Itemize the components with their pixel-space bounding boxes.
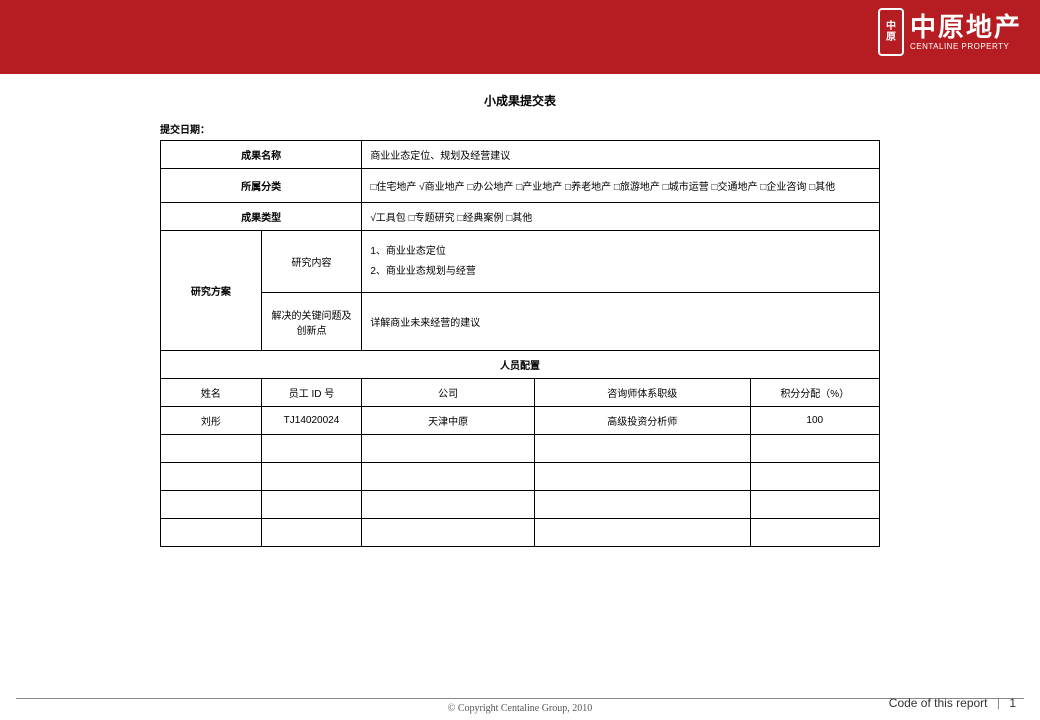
- staff-name: [161, 463, 262, 491]
- brand-logo: 中 原 中原地产 CENTALINE PROPERTY: [878, 8, 1022, 56]
- staff-hdr-pct: 积分分配（%）: [750, 379, 879, 407]
- page-code: Code of this report | 1: [889, 696, 1016, 710]
- staff-company: 天津中原: [362, 407, 535, 435]
- submit-date-label: 提交日期：: [160, 121, 880, 136]
- research-content-line1: 1、商业业态定位: [370, 242, 871, 262]
- staff-id: [261, 519, 362, 547]
- staff-pct: [750, 463, 879, 491]
- copyright-text: © Copyright Centaline Group, 2010: [0, 703, 1040, 714]
- value-category: □住宅地产 √商业地产 □办公地产 □产业地产 □养老地产 □旅游地产 □城市运…: [362, 169, 880, 203]
- label-category: 所属分类: [161, 169, 362, 203]
- brand-mark: 中 原: [878, 8, 904, 56]
- value-type: √工具包 □专题研究 □经典案例 □其他: [362, 203, 880, 231]
- value-result-name: 商业业态定位、规划及经营建议: [362, 141, 880, 169]
- label-type: 成果类型: [161, 203, 362, 231]
- header-band: 中 原 中原地产 CENTALINE PROPERTY: [0, 0, 1040, 74]
- staff-company: [362, 463, 535, 491]
- staff-id: [261, 491, 362, 519]
- brand-name-en: CENTALINE PROPERTY: [910, 42, 1022, 51]
- footer: © Copyright Centaline Group, 2010 Code o…: [0, 698, 1040, 714]
- staff-id: TJ14020024: [261, 407, 362, 435]
- page-code-sep: |: [997, 696, 1000, 710]
- staff-id: [261, 463, 362, 491]
- brand-mark-line2: 原: [886, 32, 896, 43]
- staff-row: [161, 519, 880, 547]
- staff-hdr-company: 公司: [362, 379, 535, 407]
- staff-company: [362, 519, 535, 547]
- staff-rank: [534, 463, 750, 491]
- label-research-plan: 研究方案: [161, 231, 262, 351]
- staff-row: [161, 491, 880, 519]
- staff-pct: [750, 519, 879, 547]
- staff-rank: 高级投资分析师: [534, 407, 750, 435]
- staff-pct: [750, 491, 879, 519]
- value-keypoint: 详解商业未来经营的建议: [362, 293, 880, 351]
- staff-row: 刘彤 TJ14020024 天津中原 高级投资分析师 100: [161, 407, 880, 435]
- staff-rank: [534, 435, 750, 463]
- footer-divider: [16, 698, 1024, 699]
- staff-name: 刘彤: [161, 407, 262, 435]
- document-title: 小成果提交表: [160, 92, 880, 109]
- research-content-line2: 2、商业业态规划与经营: [370, 262, 871, 282]
- page-number: 1: [1009, 696, 1016, 710]
- label-keypoint: 解决的关键问题及创新点: [261, 293, 362, 351]
- staff-row: [161, 435, 880, 463]
- staff-pct: [750, 435, 879, 463]
- staff-rank: [534, 519, 750, 547]
- staff-name: [161, 491, 262, 519]
- page-code-label: Code of this report: [889, 696, 988, 710]
- staff-company: [362, 491, 535, 519]
- staff-name: [161, 435, 262, 463]
- staff-company: [362, 435, 535, 463]
- staff-rank: [534, 491, 750, 519]
- label-result-name: 成果名称: [161, 141, 362, 169]
- staff-row: [161, 463, 880, 491]
- submission-table: 成果名称 商业业态定位、规划及经营建议 所属分类 □住宅地产 √商业地产 □办公…: [160, 140, 880, 547]
- staff-hdr-id: 员工 ID 号: [261, 379, 362, 407]
- brand-text: 中原地产 CENTALINE PROPERTY: [910, 14, 1022, 51]
- staff-id: [261, 435, 362, 463]
- staff-name: [161, 519, 262, 547]
- staff-hdr-rank: 咨询师体系职级: [534, 379, 750, 407]
- value-research-content: 1、商业业态定位 2、商业业态规划与经营: [362, 231, 880, 293]
- document-body: 小成果提交表 提交日期： 成果名称 商业业态定位、规划及经营建议 所属分类 □住…: [0, 74, 1040, 547]
- staff-pct: 100: [750, 407, 879, 435]
- brand-name-cn: 中原地产: [910, 14, 1022, 40]
- brand-mark-line1: 中: [886, 21, 896, 32]
- label-research-content: 研究内容: [261, 231, 362, 293]
- staff-section-header: 人员配置: [161, 351, 880, 379]
- staff-hdr-name: 姓名: [161, 379, 262, 407]
